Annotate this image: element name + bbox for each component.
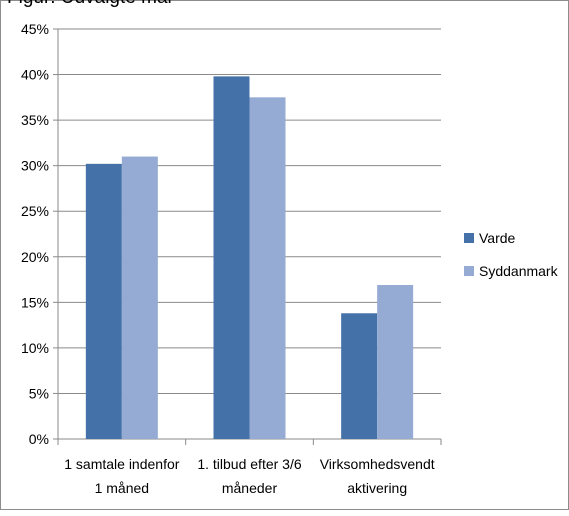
x-tick-label: Virksomhedsvendt (320, 456, 435, 472)
bar-syddanmark (377, 285, 414, 439)
legend-label: Varde (479, 230, 516, 246)
legend-swatch (464, 233, 474, 243)
y-tick-label: 15% (21, 294, 49, 310)
bar-varde (85, 163, 122, 439)
bar-varde (213, 76, 250, 439)
chart-caption: Figur: Udvalgte mål (7, 0, 172, 9)
y-tick-label: 0% (29, 431, 49, 447)
y-tick-label: 45% (21, 21, 49, 37)
bar-syddanmark (249, 97, 286, 439)
x-tick-label: 1 samtale indenfor (64, 456, 180, 472)
y-tick-label: 5% (29, 385, 49, 401)
y-tick-label: 30% (21, 158, 49, 174)
y-tick-label: 25% (21, 203, 49, 219)
legend-label: Syddanmark (479, 263, 559, 279)
x-tick-label: 1. tilbud efter 3/6 (197, 456, 302, 472)
y-tick-label: 20% (21, 249, 49, 265)
x-tick-label: 1 måned (95, 480, 149, 496)
y-tick-label: 10% (21, 340, 49, 356)
legend-swatch (464, 266, 474, 276)
x-tick-label: måneder (222, 480, 278, 496)
y-tick-label: 40% (21, 67, 49, 83)
x-tick-label: aktivering (347, 480, 407, 496)
y-tick-label: 35% (21, 112, 49, 128)
bar-varde (341, 313, 378, 439)
bar-syddanmark (121, 156, 158, 440)
